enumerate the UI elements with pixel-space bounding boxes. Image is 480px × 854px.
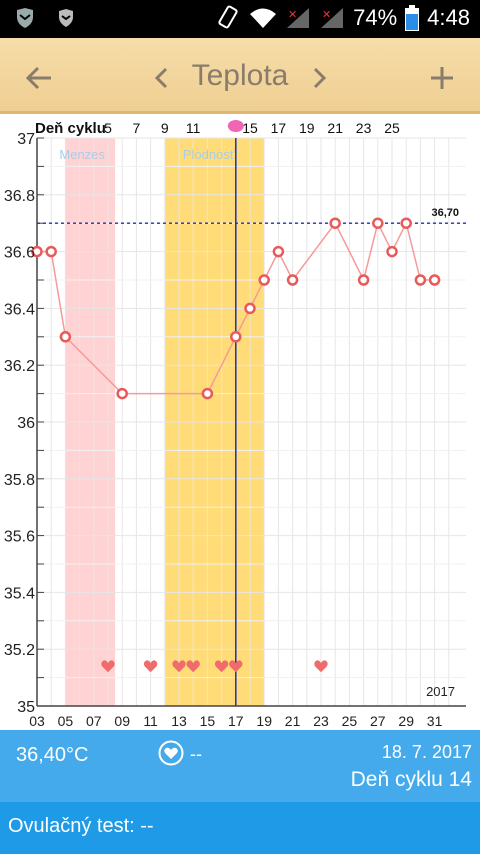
x-tick-label: 07 bbox=[86, 713, 102, 729]
chevron-right-icon bbox=[313, 67, 327, 89]
y-tick-label: 36.6 bbox=[4, 245, 35, 262]
page-title: Teplota bbox=[191, 59, 289, 92]
shield-icon bbox=[17, 8, 33, 28]
x-tick-label: 23 bbox=[313, 713, 329, 729]
y-tick-label: 37 bbox=[17, 131, 35, 148]
cycle-tick-label: 5 bbox=[104, 120, 112, 136]
y-tick-label: 35.8 bbox=[4, 472, 35, 489]
cycle-tick-label: 17 bbox=[271, 120, 287, 136]
arrow-left-icon bbox=[25, 66, 51, 90]
x-tick-label: 17 bbox=[228, 713, 244, 729]
year-label: 2017 bbox=[426, 684, 455, 699]
battery-percent: 74% bbox=[353, 5, 398, 30]
y-tick-label: 35 bbox=[17, 699, 35, 716]
menses-label: Menzes bbox=[59, 147, 105, 162]
temperature-point bbox=[244, 302, 256, 315]
signal-icon: ✕ bbox=[287, 8, 310, 28]
x-tick-label: 21 bbox=[285, 713, 301, 729]
status-bar: ✕ ✕ 74% 4:48 bbox=[0, 0, 480, 38]
cycle-day: Deň cyklu 14 bbox=[350, 768, 472, 791]
cycle-tick-label: 19 bbox=[299, 120, 315, 136]
plus-icon bbox=[431, 67, 453, 90]
x-tick-label: 13 bbox=[171, 713, 187, 729]
temperature-point bbox=[45, 245, 57, 258]
x-tick-label: 03 bbox=[29, 713, 45, 729]
clock: 4:48 bbox=[427, 5, 470, 30]
temperature-point bbox=[357, 274, 370, 286]
heart-icon bbox=[172, 660, 186, 673]
temperature-point bbox=[329, 217, 341, 229]
cycle-tick-label: 11 bbox=[186, 120, 201, 136]
coverline-label: 36,70 bbox=[431, 207, 459, 219]
y-tick-label: 35.6 bbox=[4, 529, 35, 546]
y-tick-label: 36.4 bbox=[4, 301, 35, 318]
heart-icon bbox=[101, 660, 115, 673]
previous-button[interactable] bbox=[146, 38, 176, 114]
x-tick-label: 05 bbox=[58, 713, 74, 729]
temperature-point bbox=[428, 274, 441, 286]
heart-icon bbox=[214, 660, 229, 673]
x-tick-label: 15 bbox=[200, 713, 216, 729]
fertility-label: Plodnosť bbox=[183, 147, 235, 162]
temperature-point bbox=[116, 387, 128, 400]
temperature-chart[interactable]: 37 36.8 36.6 36.4 36.2 36 35.8 35.6 35.4 35.2 35 03… bbox=[0, 114, 480, 730]
info-panel[interactable]: 36,40°C -- 18. 7. 2017 Deň cyklu 14 bbox=[0, 730, 480, 802]
y-tick-label: 35.2 bbox=[4, 642, 35, 659]
back-button[interactable] bbox=[14, 38, 64, 114]
x-tick-label: 19 bbox=[256, 713, 272, 729]
next-button[interactable] bbox=[305, 38, 335, 114]
heart-value: -- bbox=[190, 744, 202, 764]
y-tick-label: 36.2 bbox=[4, 358, 35, 375]
wifi-icon bbox=[250, 8, 277, 28]
x-tick-label: 09 bbox=[114, 713, 130, 729]
cycle-tick-label: 23 bbox=[356, 120, 372, 136]
cycle-tick-label: 21 bbox=[327, 120, 343, 136]
cycle-tick-label: 9 bbox=[161, 120, 169, 136]
svg-text:✕: ✕ bbox=[322, 9, 331, 21]
ovulation-test-bar[interactable]: Ovulačný test: -- bbox=[0, 802, 480, 854]
svg-text:✕: ✕ bbox=[288, 9, 297, 21]
vibrate-icon bbox=[218, 5, 238, 29]
temperature-point bbox=[386, 245, 398, 258]
temperature-value: 36,40°C bbox=[16, 744, 89, 766]
battery-icon bbox=[405, 5, 420, 31]
signal-icon: ✕ bbox=[321, 8, 344, 28]
cycle-tick-label: 15 bbox=[242, 120, 258, 136]
cycle-tick-label: 25 bbox=[384, 120, 400, 136]
cycle-axis-label: Deň cyklu bbox=[35, 120, 106, 137]
add-button[interactable] bbox=[420, 38, 464, 114]
y-tick-label: 36 bbox=[17, 415, 35, 432]
app-bar: Teplota bbox=[0, 38, 480, 114]
ovulation-marker bbox=[227, 120, 244, 132]
y-tick-label: 36.8 bbox=[4, 188, 35, 205]
x-tick-label: 25 bbox=[342, 713, 358, 729]
cycle-tick-label: 7 bbox=[133, 120, 141, 136]
chart-svg: 37 36.8 36.6 36.4 36.2 36 35.8 35.6 35.4 35.2 3503… bbox=[4, 120, 466, 729]
heart-icon bbox=[314, 660, 328, 673]
heart-icon bbox=[229, 660, 243, 673]
temperature-point bbox=[372, 217, 384, 229]
temperature-point bbox=[286, 274, 299, 286]
temperature-point bbox=[414, 274, 427, 286]
temperature-point bbox=[272, 245, 285, 258]
temperature-point bbox=[230, 331, 242, 343]
temperature-point bbox=[258, 274, 270, 286]
heart-icon bbox=[143, 660, 158, 673]
temperature-point bbox=[59, 331, 72, 343]
temperature-point bbox=[201, 387, 214, 400]
x-tick-label: 27 bbox=[370, 713, 386, 729]
heart-circle-icon[interactable] bbox=[158, 740, 184, 766]
x-tick-label: 31 bbox=[427, 713, 443, 729]
x-tick-label: 29 bbox=[398, 713, 414, 729]
ovulation-test-label: Ovulačný test: -- bbox=[8, 815, 154, 837]
shield-icon bbox=[59, 9, 73, 27]
y-tick-label: 35.4 bbox=[4, 585, 35, 602]
chevron-left-icon bbox=[154, 67, 168, 89]
selected-date: 18. 7. 2017 bbox=[381, 742, 472, 762]
temperature-point bbox=[31, 245, 43, 258]
heart-icon bbox=[186, 660, 200, 673]
temperature-point bbox=[400, 217, 412, 229]
x-tick-label: 11 bbox=[143, 713, 158, 729]
